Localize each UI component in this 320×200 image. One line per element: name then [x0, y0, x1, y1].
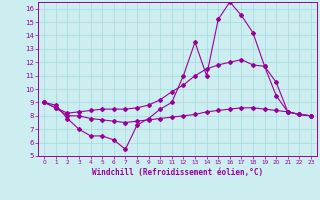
X-axis label: Windchill (Refroidissement éolien,°C): Windchill (Refroidissement éolien,°C) — [92, 168, 263, 177]
